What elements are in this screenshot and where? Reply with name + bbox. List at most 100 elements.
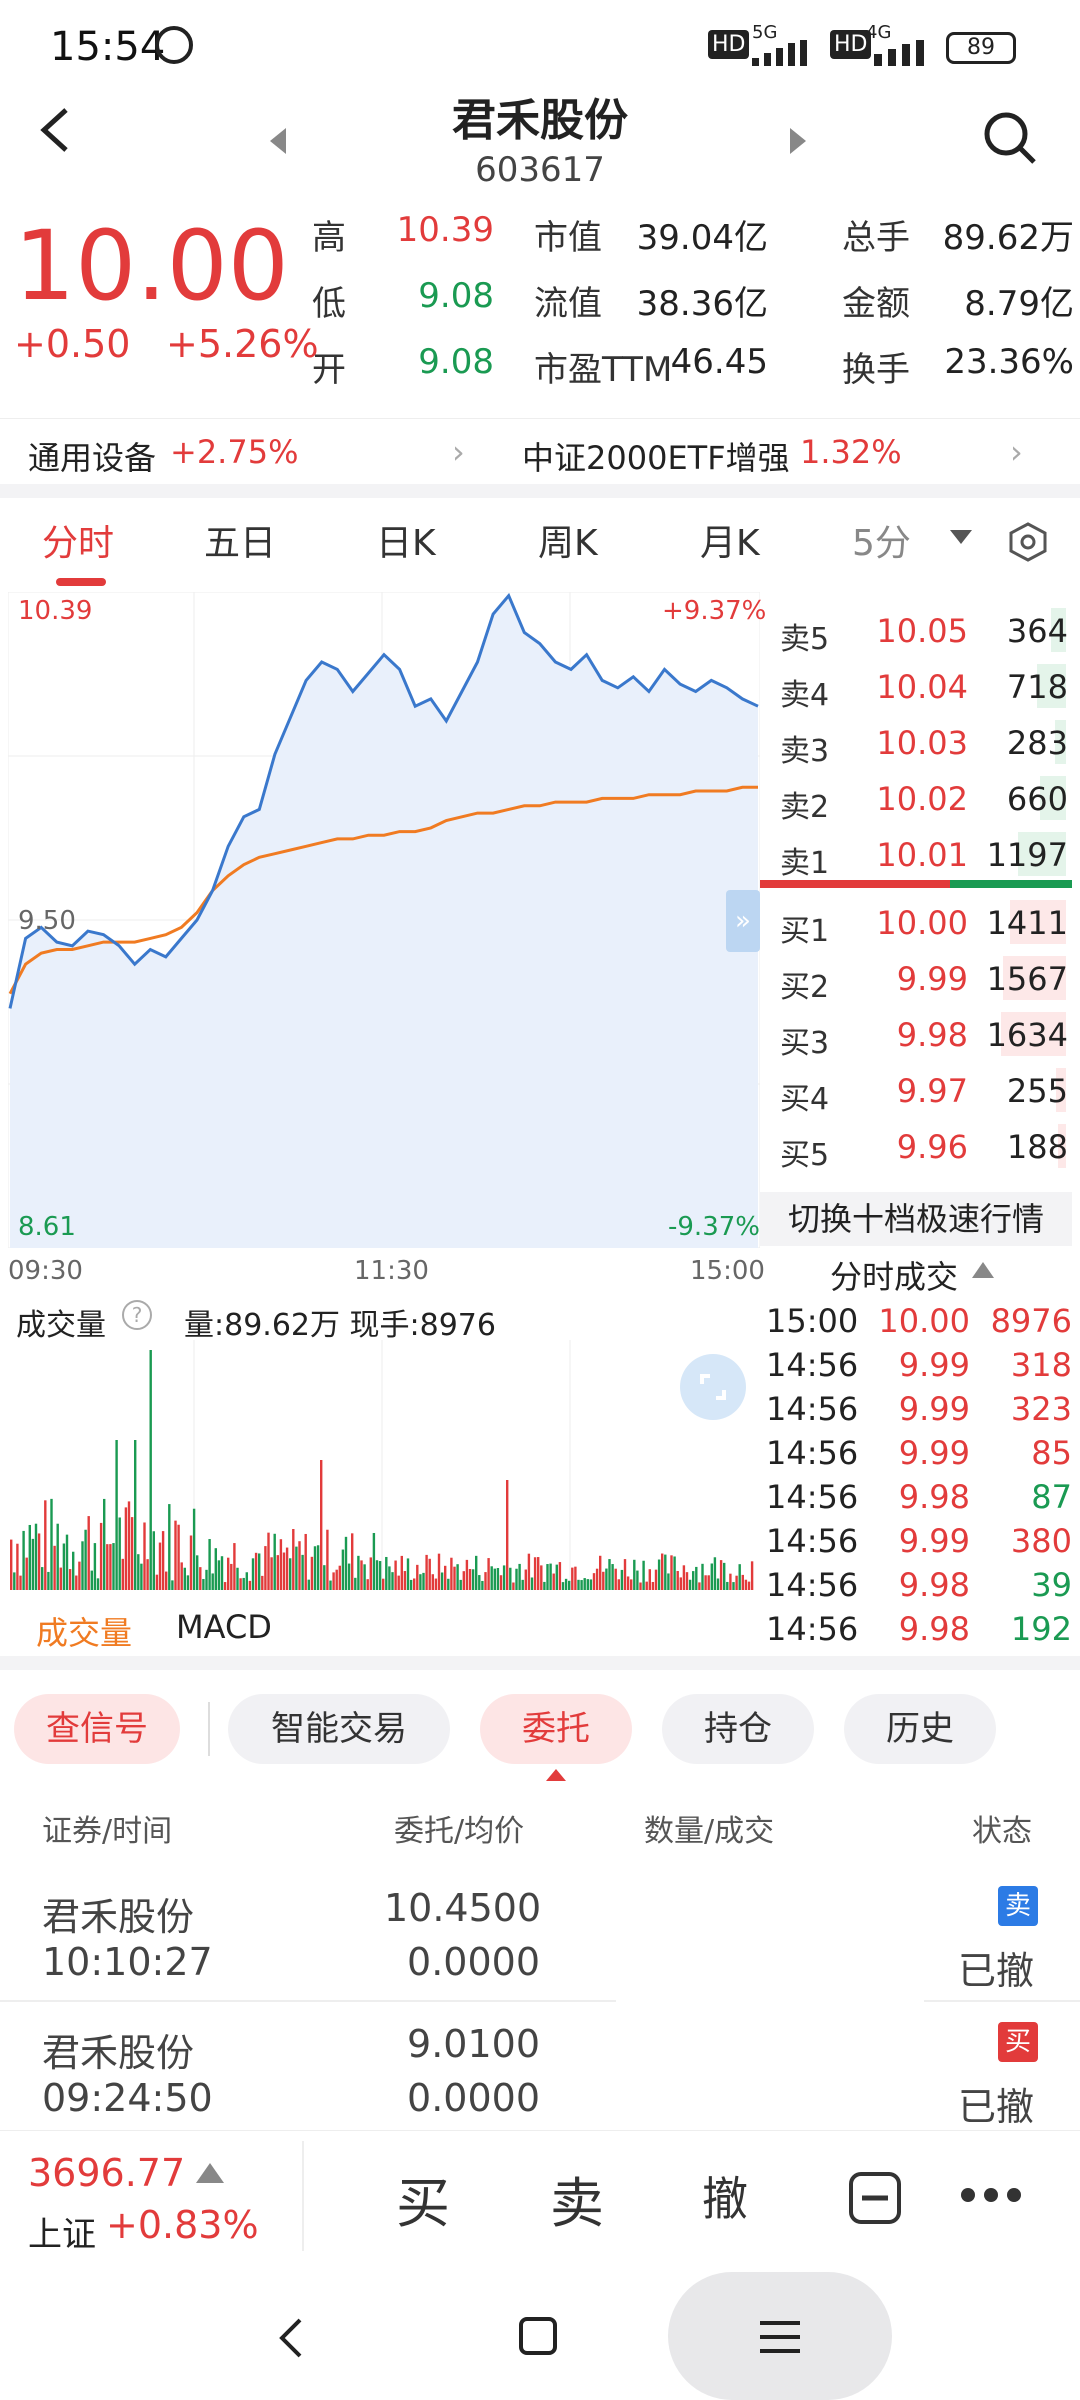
bid-row[interactable]: 买4 9.97 255: [764, 1066, 1072, 1117]
expand-orderbook-icon[interactable]: »: [726, 890, 760, 952]
volume-bar: [242, 1577, 245, 1590]
indicator-volume[interactable]: 成交量: [36, 1614, 133, 1652]
bid-row[interactable]: 买2 9.99 1567: [764, 954, 1072, 1005]
volume-bar: [546, 1564, 549, 1590]
volume-bar: [400, 1555, 403, 1590]
volume-bar: [468, 1569, 472, 1590]
chevron-right-icon[interactable]: ›: [1010, 433, 1023, 471]
tab-check-signal[interactable]: 查信号: [14, 1694, 180, 1764]
tab-positions[interactable]: 持仓: [662, 1694, 814, 1764]
volume-bar: [25, 1557, 28, 1590]
volume-bar: [543, 1581, 546, 1590]
volume-bar: [744, 1579, 748, 1590]
bid-row[interactable]: 买5 9.96 188: [764, 1122, 1072, 1173]
volume-bar: [530, 1577, 534, 1590]
minus-box-icon[interactable]: [848, 2171, 902, 2229]
level-label: 买3: [780, 1026, 830, 1061]
tab-fenshi[interactable]: 分时: [42, 523, 115, 564]
volume-bar: [341, 1549, 345, 1590]
system-nav-bar: [0, 2260, 1080, 2400]
triangle-up-icon[interactable]: [970, 1260, 996, 1284]
sell-button[interactable]: 卖: [550, 2172, 604, 2235]
volume-bar: [589, 1579, 593, 1590]
nav-back-icon[interactable]: [276, 2316, 306, 2364]
back-icon[interactable]: [36, 104, 76, 168]
cancel-order-button[interactable]: 撤: [702, 2172, 748, 2226]
volume-bar: [502, 1565, 506, 1590]
dropdown-arrow-icon[interactable]: [950, 530, 972, 550]
tab-wuri[interactable]: 五日: [204, 523, 277, 564]
trade-price: 9.98: [898, 1566, 970, 1604]
nav-menu-button[interactable]: [668, 2272, 892, 2400]
search-icon[interactable]: [982, 110, 1038, 170]
volume-bar: [645, 1581, 648, 1590]
chevron-right-icon[interactable]: ›: [452, 433, 465, 471]
intraday-price-chart[interactable]: [8, 592, 760, 1248]
ask-row[interactable]: 卖3 10.03 283: [764, 718, 1072, 769]
volume-bar: [639, 1582, 642, 1590]
tab-smart-trade[interactable]: 智能交易: [228, 1694, 450, 1764]
nav-home-icon[interactable]: [518, 2316, 558, 2360]
ask-row[interactable]: 卖5 10.05 364: [764, 606, 1072, 657]
volume-bar: [282, 1552, 286, 1590]
ask-row[interactable]: 卖4 10.04 718: [764, 662, 1072, 713]
col-header-price: 委托/均价: [394, 1814, 525, 1849]
volume-bar: [13, 1572, 16, 1590]
trades-title[interactable]: 分时成交: [830, 1258, 959, 1296]
volume-bar: [630, 1579, 633, 1590]
volume-bar: [205, 1569, 208, 1590]
ask-row[interactable]: 卖1 10.01 1197: [764, 830, 1072, 881]
stat-label: 总手: [842, 218, 910, 258]
signal-icon-2: [874, 40, 924, 66]
bid-row[interactable]: 买3 9.98 1634: [764, 1010, 1072, 1061]
order-row[interactable]: 君禾股份 10:10:27 10.4500 0.0000 卖 已撤: [0, 1866, 1080, 2002]
sector-name-2[interactable]: 中证2000ETF增强: [522, 439, 790, 477]
switch-ten-level-button[interactable]: 切换十档极速行情: [760, 1192, 1072, 1246]
volume-bar: [1051, 608, 1066, 652]
tab-history[interactable]: 历史: [844, 1694, 996, 1764]
tab-zhouk[interactable]: 周K: [538, 523, 598, 564]
volume-bar: [168, 1504, 171, 1590]
volume-bar: [186, 1575, 190, 1590]
level-price: 9.96: [896, 1128, 968, 1166]
volume-bar: [586, 1579, 589, 1590]
volume-bar: [611, 1564, 614, 1590]
level-volume: 188: [1006, 1128, 1068, 1166]
sector-name-1[interactable]: 通用设备: [28, 439, 157, 477]
fullscreen-icon[interactable]: [680, 1354, 746, 1420]
level-price: 10.02: [876, 780, 968, 818]
volume-bar: [428, 1558, 431, 1590]
trade-volume: 323: [1010, 1390, 1072, 1428]
tab-5fen[interactable]: 5分: [852, 523, 911, 564]
volume-bar: [320, 1460, 323, 1590]
indicator-macd[interactable]: MACD: [176, 1608, 272, 1646]
order-row[interactable]: 君禾股份 09:24:50 9.0100 0.0000 买 已撤: [0, 2002, 1080, 2130]
buy-button[interactable]: 买: [396, 2172, 450, 2235]
prev-stock-icon[interactable]: [268, 126, 288, 160]
tab-yuek[interactable]: 月K: [700, 523, 760, 564]
trade-price: 9.99: [898, 1390, 970, 1428]
tab-orders[interactable]: 委托: [480, 1694, 632, 1764]
bid-row[interactable]: 买1 10.00 1411: [764, 898, 1072, 949]
volume-bar: [673, 1556, 676, 1590]
volume-bar: [431, 1574, 434, 1590]
volume-bar: [72, 1551, 75, 1590]
level-volume: 1197: [986, 836, 1068, 874]
volume-chart[interactable]: [8, 1340, 760, 1590]
buy-badge: 买: [998, 2022, 1038, 2062]
settings-hexagon-icon[interactable]: [1008, 522, 1048, 566]
level-label: 买4: [780, 1082, 830, 1117]
volume-bar: [44, 1500, 47, 1590]
level-label: 卖2: [780, 790, 830, 825]
order-price: 9.0100: [407, 2022, 540, 2066]
volume-bar: [707, 1575, 710, 1590]
tab-rik[interactable]: 日K: [376, 523, 436, 564]
more-icon[interactable]: [960, 2187, 1022, 2207]
trade-row: 15:00 10.00 8976: [766, 1302, 1072, 1346]
volume-bar: [698, 1582, 701, 1590]
next-stock-icon[interactable]: [788, 126, 808, 160]
help-icon[interactable]: ?: [122, 1300, 152, 1330]
ask-row[interactable]: 卖2 10.02 660: [764, 774, 1072, 825]
volume-bar: [388, 1566, 391, 1590]
ask-bid-divider-green: [950, 880, 1072, 888]
